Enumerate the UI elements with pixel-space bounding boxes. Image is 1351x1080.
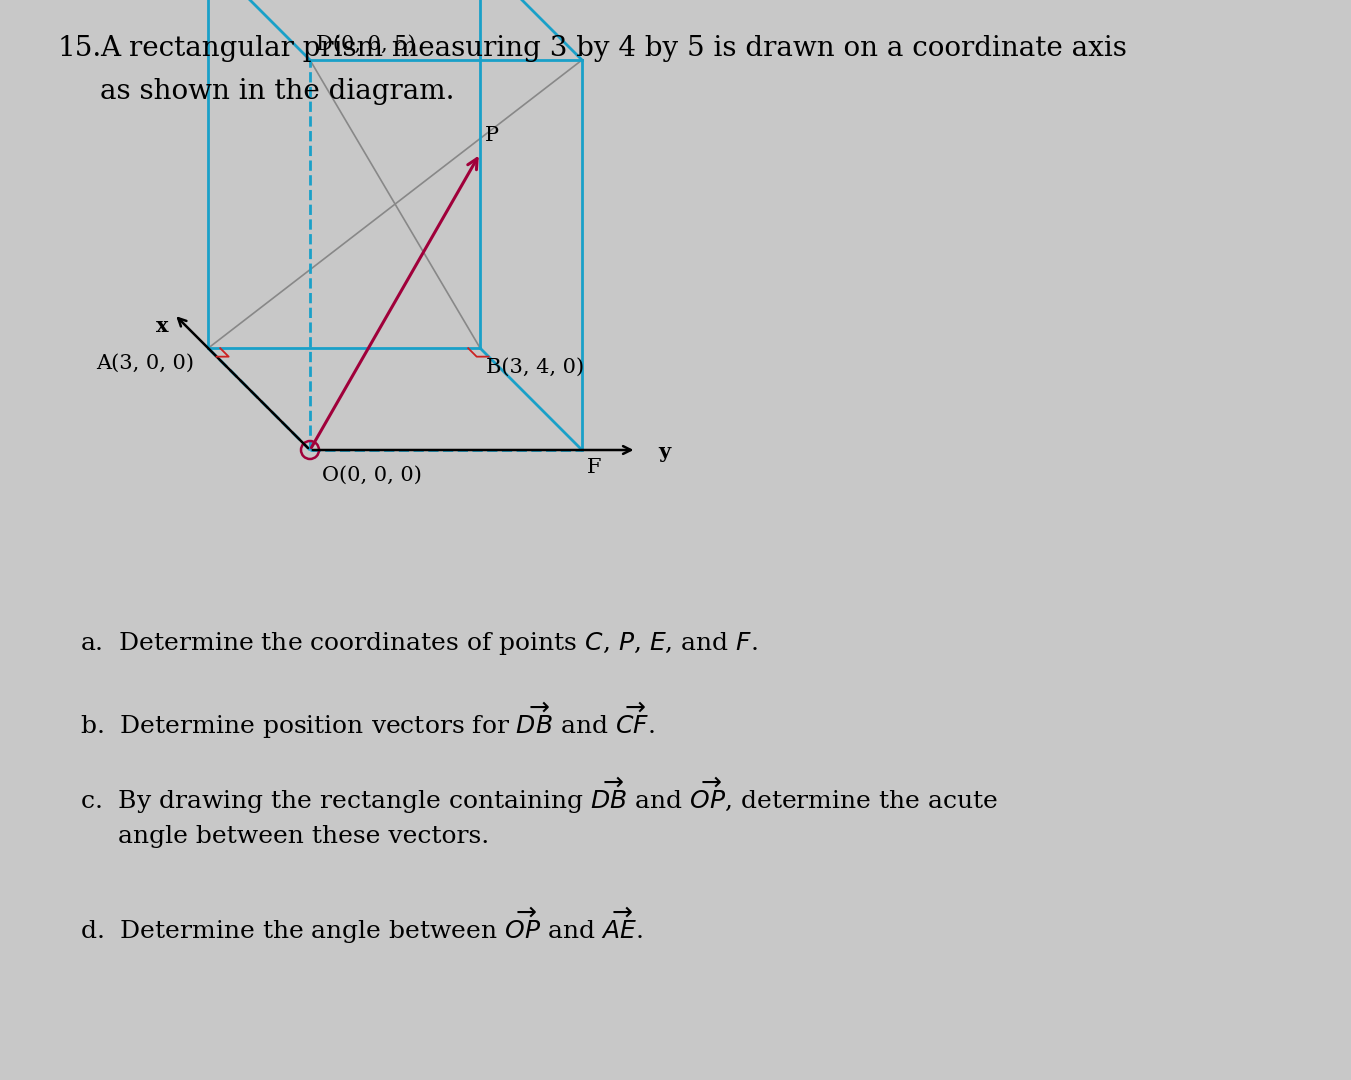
Text: c.  By drawing the rectangle containing $\overrightarrow{DB}$ and $\overrightarr: c. By drawing the rectangle containing $… — [80, 775, 998, 815]
Text: B(3, 4, 0): B(3, 4, 0) — [486, 359, 584, 377]
Text: O(0, 0, 0): O(0, 0, 0) — [322, 465, 422, 485]
Text: 15.: 15. — [58, 35, 103, 62]
Text: b.  Determine position vectors for $\overrightarrow{DB}$ and $\overrightarrow{CF: b. Determine position vectors for $\over… — [80, 700, 655, 741]
Text: D(0, 0, 5): D(0, 0, 5) — [316, 35, 416, 54]
Text: x: x — [155, 316, 169, 336]
Text: d.  Determine the angle between $\overrightarrow{OP}$ and $\overrightarrow{AE}$.: d. Determine the angle between $\overrig… — [80, 905, 643, 946]
Text: as shown in the diagram.: as shown in the diagram. — [100, 78, 454, 105]
Text: F: F — [586, 458, 601, 477]
Text: A(3, 0, 0): A(3, 0, 0) — [96, 354, 195, 374]
Text: a.  Determine the coordinates of points $C$, $P$, $E$, and $F$.: a. Determine the coordinates of points $… — [80, 630, 758, 657]
Text: angle between these vectors.: angle between these vectors. — [118, 825, 489, 848]
Text: A rectangular prism measuring 3 by 4 by 5 is drawn on a coordinate axis: A rectangular prism measuring 3 by 4 by … — [100, 35, 1127, 62]
Text: y: y — [658, 442, 670, 462]
Text: P: P — [485, 126, 499, 145]
